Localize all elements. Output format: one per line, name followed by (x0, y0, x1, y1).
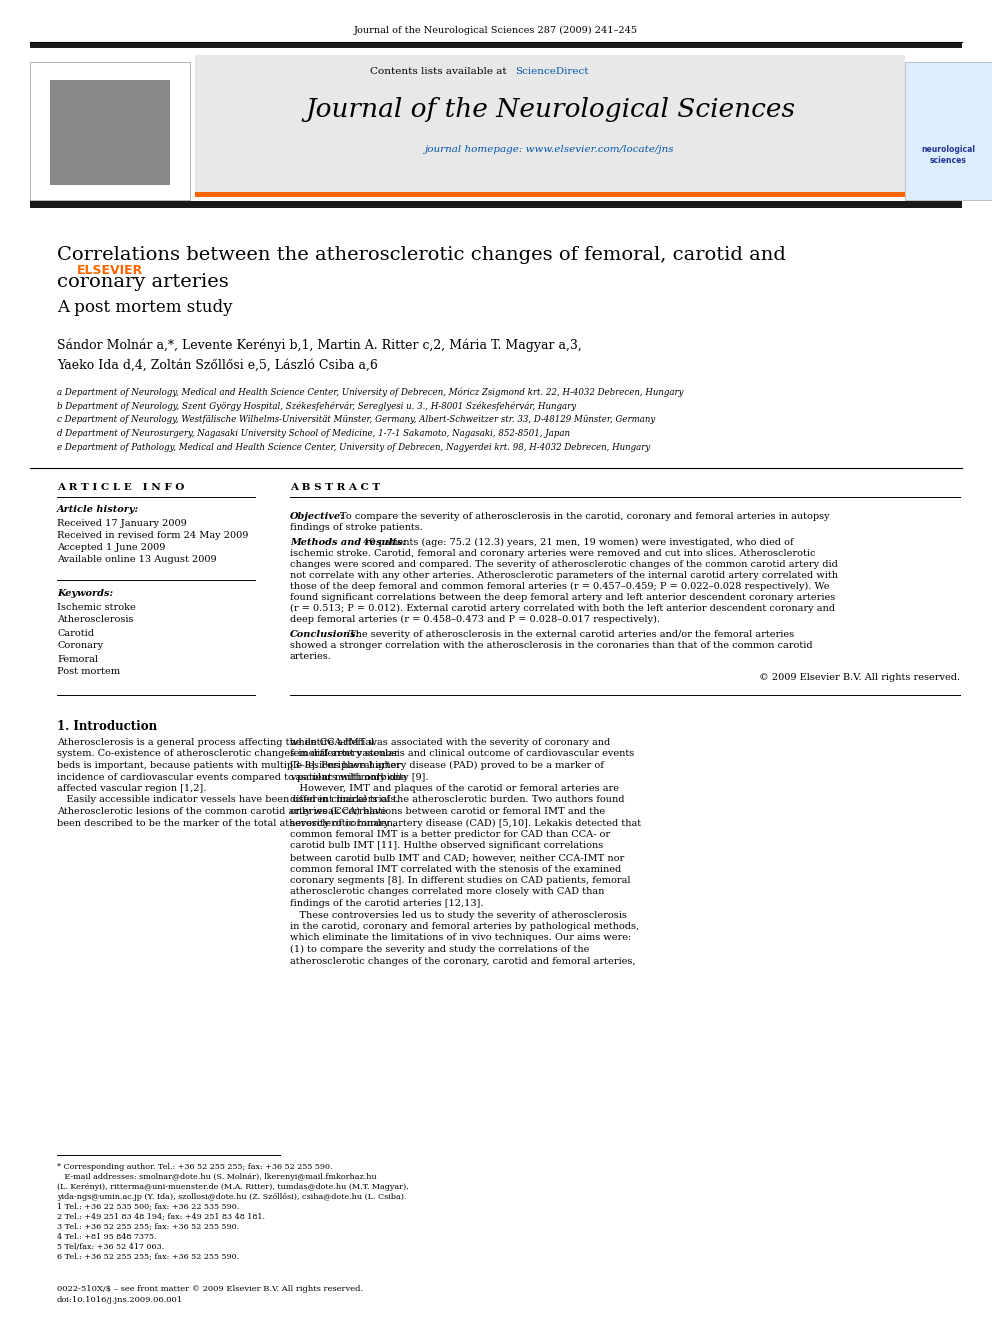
Text: beds is important, because patients with multiple lesions have higher: beds is important, because patients with… (57, 761, 401, 770)
Text: Article history:: Article history: (57, 505, 139, 515)
Text: To compare the severity of atherosclerosis in the carotid, coronary and femoral : To compare the severity of atheroscleros… (340, 512, 829, 521)
Text: Keywords:: Keywords: (57, 589, 113, 598)
Text: arteries.: arteries. (290, 652, 332, 662)
Text: Easily accessible indicator vessels have been used in clinical trials.: Easily accessible indicator vessels have… (57, 795, 399, 804)
Text: These controversies led us to study the severity of atherosclerosis: These controversies led us to study the … (290, 910, 627, 919)
Text: coronary arteries: coronary arteries (57, 273, 229, 291)
Text: not correlate with any other arteries. Atherosclerotic parameters of the interna: not correlate with any other arteries. A… (290, 572, 838, 579)
Text: deep femoral arteries (r = 0.458–0.473 and P = 0.028–0.017 respectively).: deep femoral arteries (r = 0.458–0.473 a… (290, 615, 660, 624)
Text: Conclusions:: Conclusions: (290, 630, 360, 639)
Text: Atherosclerotic lesions of the common carotid arteries (CCA) have: Atherosclerotic lesions of the common ca… (57, 807, 386, 816)
Text: common femoral IMT is a better predictor for CAD than CCA- or: common femoral IMT is a better predictor… (290, 830, 610, 839)
Text: coronary segments [8]. In different studies on CAD patients, femoral: coronary segments [8]. In different stud… (290, 876, 631, 885)
Text: Received 17 January 2009: Received 17 January 2009 (57, 520, 186, 528)
Text: c Department of Neurology, Westfälische Wilhelms-Universität Münster, Germany, A: c Department of Neurology, Westfälische … (57, 415, 656, 425)
Text: 40 patients (age: 75.2 (12.3) years, 21 men, 19 women) were investigated, who di: 40 patients (age: 75.2 (12.3) years, 21 … (363, 538, 794, 548)
Text: ScienceDirect: ScienceDirect (515, 67, 588, 77)
Bar (30, 62, 190, 200)
Text: ELSEVIER: ELSEVIER (76, 263, 143, 277)
Text: system. Co-existence of atherosclerotic changes in different vascular: system. Co-existence of atherosclerotic … (57, 750, 399, 758)
Text: Methods and results:: Methods and results: (290, 538, 406, 546)
Text: A post mortem study: A post mortem study (57, 299, 232, 316)
Text: while CCA-IMT was associated with the severity of coronary and: while CCA-IMT was associated with the se… (290, 738, 610, 747)
Text: findings of stroke patients.: findings of stroke patients. (290, 523, 423, 532)
Text: carotid bulb IMT [11]. Hulthe observed significant correlations: carotid bulb IMT [11]. Hulthe observed s… (290, 841, 603, 851)
Text: severity of coronary artery disease (CAD) [5,10]. Lekakis detected that: severity of coronary artery disease (CAD… (290, 819, 641, 828)
Text: only weak correlations between carotid or femoral IMT and the: only weak correlations between carotid o… (290, 807, 605, 816)
Text: * Corresponding author. Tel.: +36 52 255 255; fax: +36 52 255 590.: * Corresponding author. Tel.: +36 52 255… (57, 1163, 332, 1171)
Bar (50, 79, 170, 185)
Text: different markers of the atherosclerotic burden. Two authors found: different markers of the atherosclerotic… (290, 795, 625, 804)
Text: Objective:: Objective: (290, 512, 345, 521)
Text: changes were scored and compared. The severity of atherosclerotic changes of the: changes were scored and compared. The se… (290, 560, 838, 569)
Text: femoral artery stenosis and clinical outcome of cardiovascular events: femoral artery stenosis and clinical out… (290, 750, 634, 758)
Text: Contents lists available at: Contents lists available at (370, 67, 510, 77)
Text: Yaeko Ida d,4, Zoltán Szőllősi e,5, László Csiba a,6: Yaeko Ida d,4, Zoltán Szőllősi e,5, Lász… (57, 359, 378, 372)
Text: Post mortem: Post mortem (57, 668, 120, 676)
Text: vascular multimorbidity [9].: vascular multimorbidity [9]. (290, 773, 429, 782)
Text: Coronary: Coronary (57, 642, 103, 651)
Text: Carotid: Carotid (57, 628, 94, 638)
Text: Accepted 1 June 2009: Accepted 1 June 2009 (57, 544, 166, 553)
Text: atherosclerotic changes correlated more closely with CAD than: atherosclerotic changes correlated more … (290, 888, 604, 897)
Text: in the carotid, coronary and femoral arteries by pathological methods,: in the carotid, coronary and femoral art… (290, 922, 639, 931)
Text: (r = 0.513; P = 0.012). External carotid artery correlated with both the left an: (r = 0.513; P = 0.012). External carotid… (290, 605, 835, 613)
Text: journal homepage: www.elsevier.com/locate/jns: journal homepage: www.elsevier.com/locat… (426, 146, 675, 155)
Text: findings of the carotid arteries [12,13].: findings of the carotid arteries [12,13]… (290, 900, 483, 908)
Text: 0022-510X/$ – see front matter © 2009 Elsevier B.V. All rights reserved.: 0022-510X/$ – see front matter © 2009 El… (57, 1285, 363, 1293)
Text: Femoral: Femoral (57, 655, 98, 664)
Text: d Department of Neurosurgery, Nagasaki University School of Medicine, 1-7-1 Saka: d Department of Neurosurgery, Nagasaki U… (57, 430, 570, 438)
Text: incidence of cardiovascular events compared to patients with only one: incidence of cardiovascular events compa… (57, 773, 407, 782)
Text: e Department of Pathology, Medical and Health Science Center, University of Debr: e Department of Pathology, Medical and H… (57, 443, 650, 452)
Text: E-mail addresses: smolnar@dote.hu (S. Molnár), lkerenyi@mail.fmkorhaz.hu: E-mail addresses: smolnar@dote.hu (S. Mo… (57, 1174, 377, 1181)
Bar (30, 201, 962, 208)
Text: affected vascular region [1,2].: affected vascular region [1,2]. (57, 785, 206, 792)
Bar (905, 62, 992, 200)
Text: b Department of Neurology, Szent György Hospital, Székesfehérvár, Sereglyesi u. : b Department of Neurology, Szent György … (57, 401, 576, 410)
Text: 1 Tel.: +36 22 535 500; fax: +36 22 535 590.: 1 Tel.: +36 22 535 500; fax: +36 22 535 … (57, 1203, 239, 1211)
Text: Sándor Molnár a,*, Levente Kerényi b,1, Martin A. Ritter c,2, Mária T. Magyar a,: Sándor Molnár a,*, Levente Kerényi b,1, … (57, 339, 581, 352)
Text: Received in revised form 24 May 2009: Received in revised form 24 May 2009 (57, 532, 248, 541)
Text: which eliminate the limitations of in vivo techniques. Our aims were:: which eliminate the limitations of in vi… (290, 934, 631, 942)
Text: a Department of Neurology, Medical and Health Science Center, University of Debr: a Department of Neurology, Medical and H… (57, 388, 683, 397)
Text: been described to be the marker of the total atherosclerotic burden,: been described to be the marker of the t… (57, 819, 396, 827)
Text: Atherosclerosis is a general process affecting the entire arterial: Atherosclerosis is a general process aff… (57, 738, 374, 747)
Text: Journal of the Neurological Sciences: Journal of the Neurological Sciences (305, 98, 795, 123)
Text: yida-ngs@umin.ac.jp (Y. Ida), szollosi@dote.hu (Z. Szőllősi), csiha@dote.hu (L. : yida-ngs@umin.ac.jp (Y. Ida), szollosi@d… (57, 1193, 407, 1201)
Text: 6 Tel.: +36 52 255 255; fax: +36 52 255 590.: 6 Tel.: +36 52 255 255; fax: +36 52 255 … (57, 1253, 239, 1261)
Text: showed a stronger correlation with the atherosclerosis in the coronaries than th: showed a stronger correlation with the a… (290, 642, 812, 650)
Text: 1. Introduction: 1. Introduction (57, 720, 157, 733)
Text: neurological
sciences: neurological sciences (921, 146, 975, 164)
Text: atherosclerotic changes of the coronary, carotid and femoral arteries,: atherosclerotic changes of the coronary,… (290, 957, 636, 966)
Text: (L. Kerényi), ritterma@uni-muenster.de (M.A. Ritter), tumdas@dote.hu (M.T. Magya: (L. Kerényi), ritterma@uni-muenster.de (… (57, 1183, 409, 1191)
Text: The severity of atherosclerosis in the external carotid arteries and/or the femo: The severity of atherosclerosis in the e… (349, 630, 795, 639)
Text: A R T I C L E   I N F O: A R T I C L E I N F O (57, 483, 185, 492)
Text: common femoral IMT correlated with the stenosis of the examined: common femoral IMT correlated with the s… (290, 864, 621, 873)
Text: Ischemic stroke: Ischemic stroke (57, 602, 136, 611)
Text: 3 Tel.: +36 52 255 255; fax: +36 52 255 590.: 3 Tel.: +36 52 255 255; fax: +36 52 255 … (57, 1222, 239, 1230)
Text: 2 Tel.: +49 251 83 48 194; fax: +49 251 83 48 181.: 2 Tel.: +49 251 83 48 194; fax: +49 251 … (57, 1213, 265, 1221)
Text: A B S T R A C T: A B S T R A C T (290, 483, 380, 492)
Text: [3–8]. Peripheral artery disease (PAD) proved to be a marker of: [3–8]. Peripheral artery disease (PAD) p… (290, 761, 604, 770)
Text: © 2009 Elsevier B.V. All rights reserved.: © 2009 Elsevier B.V. All rights reserved… (759, 673, 960, 681)
Text: ischemic stroke. Carotid, femoral and coronary arteries were removed and cut int: ischemic stroke. Carotid, femoral and co… (290, 549, 815, 558)
Text: 4 Tel.: +81 95 848 7375.: 4 Tel.: +81 95 848 7375. (57, 1233, 157, 1241)
Text: doi:10.1016/j.jns.2009.06.001: doi:10.1016/j.jns.2009.06.001 (57, 1297, 184, 1304)
Text: However, IMT and plaques of the carotid or femoral arteries are: However, IMT and plaques of the carotid … (290, 785, 619, 792)
Bar (195, 56, 905, 194)
Text: between carotid bulb IMT and CAD; however, neither CCA-IMT nor: between carotid bulb IMT and CAD; howeve… (290, 853, 624, 863)
Text: Journal of the Neurological Sciences 287 (2009) 241–245: Journal of the Neurological Sciences 287… (354, 25, 638, 34)
Text: Available online 13 August 2009: Available online 13 August 2009 (57, 556, 216, 565)
Text: 5 Tel/fax: +36 52 417 063.: 5 Tel/fax: +36 52 417 063. (57, 1244, 165, 1252)
Bar (195, 192, 905, 197)
Text: Atherosclerosis: Atherosclerosis (57, 615, 134, 624)
Text: (1) to compare the severity and study the correlations of the: (1) to compare the severity and study th… (290, 945, 589, 954)
Text: Correlations between the atherosclerotic changes of femoral, carotid and: Correlations between the atherosclerotic… (57, 246, 786, 265)
Text: those of the deep femoral and common femoral arteries (r = 0.457–0.459; P = 0.02: those of the deep femoral and common fem… (290, 582, 829, 591)
Bar (30, 42, 962, 48)
Text: found significant correlations between the deep femoral artery and left anterior: found significant correlations between t… (290, 593, 835, 602)
